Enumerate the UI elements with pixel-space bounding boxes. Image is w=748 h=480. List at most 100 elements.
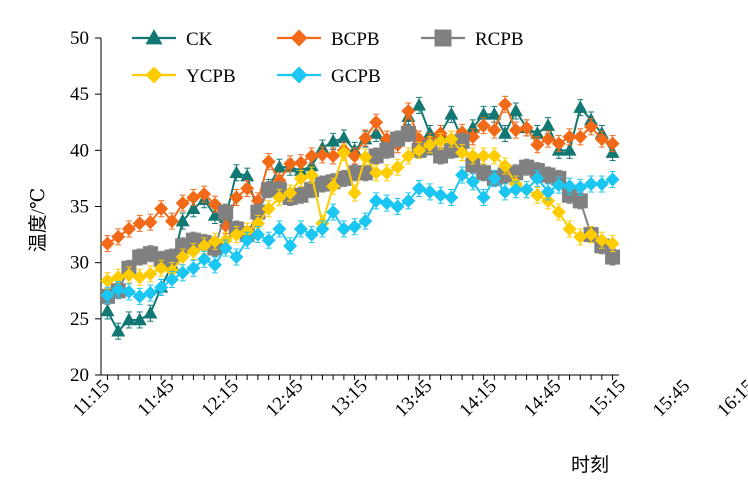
point-ck (186, 201, 201, 214)
point-rcpb (218, 204, 234, 220)
point-gcpb (315, 221, 330, 236)
point-ck (422, 126, 437, 139)
point-bcpb (476, 118, 491, 133)
point-gcpb (197, 252, 212, 267)
y-tick-label: 25 (70, 309, 89, 330)
point-ycpb (594, 233, 609, 248)
point-ck (229, 165, 244, 179)
legend-item-ck: CK (132, 29, 213, 50)
point-gcpb (250, 227, 265, 242)
point-gcpb (530, 171, 545, 186)
point-gcpb (293, 221, 308, 236)
point-gcpb (240, 233, 255, 248)
point-gcpb (326, 205, 341, 220)
point-ycpb (347, 186, 362, 201)
y-tick-label: 20 (70, 365, 89, 386)
point-gcpb (562, 179, 577, 194)
x-tick-label: 13:15 (326, 376, 371, 421)
point-ck (476, 107, 491, 120)
point-gcpb (401, 193, 416, 208)
point-ck (143, 305, 158, 319)
x-tick-label: 14:15 (455, 376, 500, 421)
point-bcpb (121, 221, 136, 236)
point-bcpb (111, 229, 126, 244)
series-layer (99, 95, 621, 340)
point-ycpb (541, 193, 556, 208)
point-ycpb (465, 148, 480, 163)
point-ck (541, 118, 556, 131)
point-ycpb (422, 137, 437, 152)
point-rcpb (605, 249, 621, 265)
point-gcpb (519, 182, 534, 197)
point-rcpb (454, 133, 470, 149)
point-ycpb (154, 261, 169, 276)
point-ycpb (100, 273, 115, 288)
point-gcpb (379, 196, 394, 211)
point-bcpb (498, 97, 513, 112)
point-ck (573, 100, 588, 113)
y-tick-label: 45 (70, 84, 89, 105)
legend-item-bcpb: BCPB (277, 29, 380, 50)
point-ck (175, 213, 190, 227)
point-bcpb (551, 136, 566, 151)
y-axis-title: 温度/℃ (27, 188, 49, 253)
point-gcpb (541, 184, 556, 199)
point-gcpb (261, 233, 276, 248)
point-gcpb (283, 238, 298, 253)
point-ycpb (551, 205, 566, 220)
point-ycpb (186, 244, 201, 259)
point-ck (132, 312, 147, 326)
point-ck (100, 303, 115, 317)
point-ycpb (207, 234, 222, 249)
point-ycpb (164, 263, 179, 278)
point-ycpb (272, 190, 287, 205)
legend: CK BCPB RCPB YCPB GCPB (132, 29, 524, 87)
point-ycpb (283, 186, 298, 201)
legend-marker-gcpb (290, 66, 308, 84)
point-gcpb (584, 177, 599, 192)
point-gcpb (347, 219, 362, 234)
point-ycpb (111, 270, 126, 285)
point-ycpb (605, 236, 620, 251)
point-gcpb (111, 282, 126, 297)
point-bcpb (508, 123, 523, 138)
point-ycpb (229, 227, 244, 242)
y-tick-label: 35 (70, 197, 89, 218)
legend-label-gcpb: GCPB (331, 66, 381, 87)
point-bcpb (358, 130, 373, 145)
series-rcpb (99, 124, 621, 305)
point-ycpb (358, 150, 373, 165)
point-ck (412, 98, 427, 111)
point-ycpb (530, 188, 545, 203)
point-gcpb (336, 221, 351, 236)
point-ycpb (326, 179, 341, 194)
point-gcpb (272, 221, 287, 236)
point-ycpb (573, 229, 588, 244)
point-gcpb (154, 280, 169, 295)
point-ycpb (476, 148, 491, 163)
x-tick-label: 12:15 (197, 376, 242, 421)
point-ycpb (562, 221, 577, 236)
point-bcpb (401, 104, 416, 119)
legend-item-gcpb: GCPB (277, 66, 381, 87)
point-gcpb (605, 172, 620, 187)
point-bcpb (605, 136, 620, 151)
point-bcpb (100, 236, 115, 251)
point-ck (530, 126, 545, 139)
x-tick-label: 15:45 (649, 376, 694, 421)
legend-label-rcpb: RCPB (475, 29, 524, 50)
point-bcpb (530, 137, 545, 152)
point-ycpb (369, 165, 384, 180)
legend-label-ck: CK (186, 29, 213, 50)
point-bcpb (132, 216, 147, 231)
point-gcpb (175, 265, 190, 280)
point-gcpb (455, 168, 470, 183)
point-gcpb (498, 184, 513, 199)
x-tick-label: 15:15 (584, 376, 629, 421)
point-gcpb (164, 272, 179, 287)
series-ck (100, 96, 620, 340)
point-bcpb (186, 190, 201, 205)
point-gcpb (390, 199, 405, 214)
point-bcpb (487, 123, 502, 138)
